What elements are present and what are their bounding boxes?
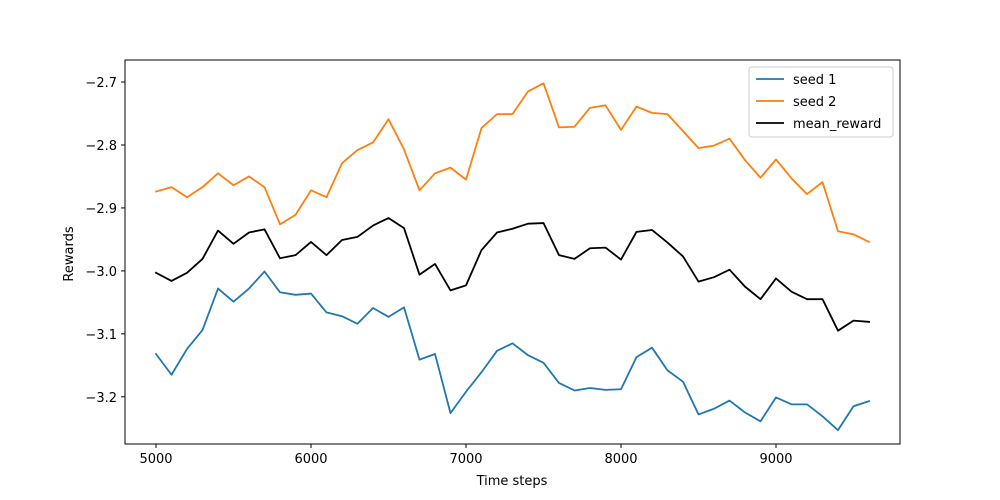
legend-label-1: seed 2 xyxy=(793,95,836,110)
y-tick-label: −3.2 xyxy=(85,391,117,406)
series-line-0 xyxy=(154,270,871,432)
y-tick-label: −3.0 xyxy=(85,265,117,280)
x-tick-label: 5000 xyxy=(139,452,172,467)
plot-area xyxy=(124,59,901,445)
legend-label-0: seed 1 xyxy=(793,73,836,88)
legend-label-2: mean_reward xyxy=(793,117,881,132)
y-axis-label: Rewards xyxy=(62,226,77,281)
y-tick-label: −2.7 xyxy=(85,76,117,91)
x-axis: 5000 6000 7000 8000 9000 xyxy=(139,444,793,467)
y-axis: −3.2 −3.1 −3.0 −2.9 −2.8 −2.7 xyxy=(85,76,125,406)
x-tick-label: 8000 xyxy=(604,452,637,467)
legend: seed 1 seed 2 mean_reward xyxy=(748,66,894,138)
x-tick-label: 7000 xyxy=(449,452,482,467)
x-tick-label: 6000 xyxy=(294,452,327,467)
x-tick-label: 9000 xyxy=(759,452,792,467)
series-line-2 xyxy=(154,217,870,332)
legend-box xyxy=(748,66,894,138)
plot-frame xyxy=(124,59,901,445)
y-tick-label: −2.8 xyxy=(85,139,117,154)
x-axis-label: Time steps xyxy=(476,474,548,489)
y-tick-label: −3.1 xyxy=(85,328,117,343)
y-tick-label: −2.9 xyxy=(85,202,117,217)
series-line-1 xyxy=(154,82,871,244)
